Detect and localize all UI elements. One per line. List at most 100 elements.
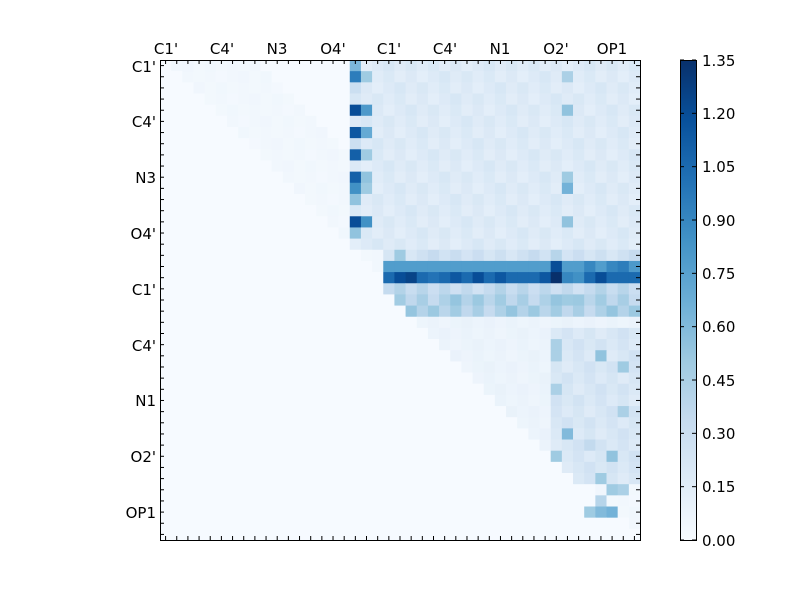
heatmap-cell [305, 506, 317, 519]
heatmap-cell [617, 283, 630, 295]
heatmap-cell [405, 428, 418, 440]
heatmap-cell [427, 350, 440, 362]
heatmap-cell [238, 473, 250, 485]
heatmap-cell [550, 495, 563, 507]
heatmap-cell [171, 182, 183, 195]
heatmap-cell [349, 394, 362, 407]
heatmap-cell [305, 205, 317, 217]
heatmap-cell [506, 160, 518, 173]
heatmap-cell [584, 350, 596, 362]
heatmap-cell [461, 450, 473, 463]
heatmap-cell [204, 439, 217, 452]
heatmap-cell [483, 428, 496, 440]
heatmap-cell [238, 149, 250, 161]
heatmap-cell [427, 182, 440, 195]
heatmap-cell [472, 115, 485, 128]
heatmap-cell [595, 126, 607, 139]
heatmap-cell [271, 115, 284, 128]
heatmap-cell [293, 517, 306, 530]
heatmap-cell [539, 216, 552, 228]
heatmap-cell [394, 361, 406, 373]
heatmap-cell [595, 473, 607, 485]
heatmap-cell [238, 517, 250, 530]
heatmap-cell [204, 249, 217, 262]
heatmap-cell [517, 160, 529, 173]
x-tick-label: N3 [267, 40, 288, 58]
heatmap-cell [349, 126, 362, 139]
heatmap-cell [372, 205, 384, 217]
heatmap-cell [204, 93, 217, 106]
heatmap-cell [517, 339, 529, 351]
heatmap-cell [394, 406, 406, 418]
heatmap-cell [238, 428, 250, 440]
heatmap-cell [238, 205, 250, 217]
heatmap-cell [171, 350, 183, 362]
heatmap-cell [160, 104, 172, 117]
heatmap-cell [171, 205, 183, 217]
heatmap-cell [628, 260, 641, 273]
heatmap-cell [472, 283, 485, 295]
heatmap-cell [550, 383, 563, 396]
heatmap-cell [494, 406, 507, 418]
heatmap-cell [472, 193, 485, 206]
heatmap-cell [349, 93, 362, 106]
heatmap-cell [405, 149, 418, 161]
heatmap-cell [472, 93, 485, 106]
heatmap-cell [383, 484, 395, 496]
heatmap-cell [293, 316, 306, 329]
heatmap-cell [606, 383, 619, 396]
heatmap-cell [561, 528, 574, 541]
heatmap-cell [293, 93, 306, 106]
heatmap-cell [349, 260, 362, 273]
heatmap-cell [316, 71, 328, 83]
heatmap-cell [327, 249, 339, 262]
heatmap-cell [226, 506, 239, 519]
heatmap-cell [617, 339, 630, 351]
heatmap-cell [494, 383, 507, 396]
heatmap-cell [204, 383, 217, 396]
heatmap-cell [439, 115, 451, 128]
heatmap-cell [539, 350, 552, 362]
heatmap-cell [383, 461, 395, 474]
heatmap-cell [483, 238, 496, 251]
heatmap-cell [573, 82, 585, 94]
heatmap-cell [573, 361, 585, 373]
heatmap-cell [338, 193, 351, 206]
heatmap-cell [193, 517, 206, 530]
heatmap-cell [494, 272, 507, 284]
heatmap-cell [204, 238, 217, 251]
colorbar-tick-label: 0.45 [702, 372, 735, 390]
heatmap-cell [305, 182, 317, 195]
heatmap-cell [349, 205, 362, 217]
heatmap-cell [238, 138, 250, 150]
heatmap-cell [271, 205, 284, 217]
heatmap-cell [416, 160, 429, 173]
heatmap-cell [193, 484, 206, 496]
heatmap-cell [383, 104, 395, 117]
heatmap-cell [405, 461, 418, 474]
heatmap-cell [305, 249, 317, 262]
heatmap-cell [349, 484, 362, 496]
heatmap-cell [193, 149, 206, 161]
heatmap-cell [226, 327, 239, 340]
heatmap-cell [182, 294, 194, 306]
heatmap-cell [461, 249, 473, 262]
heatmap-cell [271, 461, 284, 474]
heatmap-cell [372, 227, 384, 239]
heatmap-cell [160, 528, 172, 541]
heatmap-cell [539, 193, 552, 206]
heatmap-cell [494, 193, 507, 206]
heatmap-cell [316, 115, 328, 128]
heatmap-cell [238, 350, 250, 362]
heatmap-cell [472, 484, 485, 496]
heatmap-cell [517, 238, 529, 251]
heatmap-cell [394, 104, 406, 117]
heatmap-cell [573, 272, 585, 284]
heatmap-cell [282, 327, 295, 340]
heatmap-cell [450, 417, 462, 429]
heatmap-cell [573, 350, 585, 362]
heatmap-cell [528, 260, 540, 273]
heatmap-cell [204, 461, 217, 474]
heatmap-cell [483, 406, 496, 418]
